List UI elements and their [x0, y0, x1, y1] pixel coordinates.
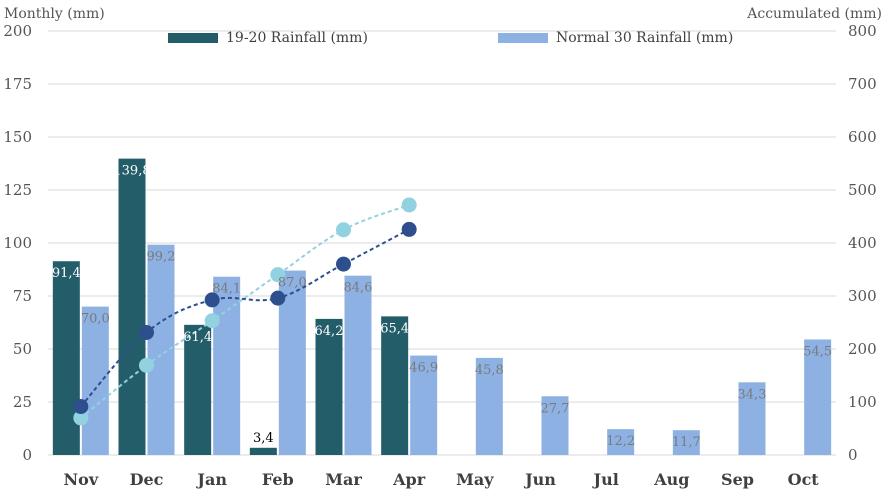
data-label-normal: 45,8 [475, 363, 504, 378]
y-tick-label: 0 [22, 446, 32, 464]
y2-tick-label: 400 [848, 234, 877, 252]
bar-normal-nov [81, 306, 109, 455]
accumulated-normal-point [139, 357, 154, 373]
y2-tick-label: 100 [848, 393, 877, 411]
data-label-normal: 46,9 [409, 361, 438, 376]
data-label-actual: 139,8 [113, 164, 150, 179]
data-label-actual: 61,4 [183, 330, 212, 345]
x-tick-label: Aug [653, 470, 689, 489]
y2-tick-label: 300 [848, 287, 877, 305]
accumulated-normal-point [204, 313, 220, 329]
legend-item-normal-rainfall: Normal 30 Rainfall (mm) [498, 30, 733, 46]
accumulated-actual-point [204, 292, 220, 308]
x-tick-label: Feb [262, 470, 294, 489]
bar-actual-feb [249, 447, 277, 455]
bar-normal-oct [804, 339, 832, 455]
bar-normal-jul [607, 429, 635, 455]
data-label-actual: 65,4 [380, 321, 409, 336]
y2-tick-label: 500 [848, 181, 877, 199]
y-tick-label: 150 [3, 128, 32, 146]
legend-swatch-normal [498, 33, 548, 43]
bar-actual-apr [381, 316, 409, 455]
y-tick-label: 75 [13, 287, 32, 305]
bar-normal-jun [541, 396, 569, 455]
accumulated-normal-point [270, 267, 286, 283]
x-tick-label: Jul [592, 470, 619, 489]
accumulated-actual-point [73, 399, 89, 415]
accumulated-normal-point [73, 410, 89, 426]
left-axis-title: Monthly (mm) [4, 6, 105, 22]
x-tick-label: Oct [788, 470, 820, 489]
y2-tick-label: 200 [848, 340, 877, 358]
x-tick-label: Jun [523, 470, 556, 489]
y2-tick-label: 0 [848, 446, 858, 464]
bar-normal-dec [147, 244, 175, 455]
x-tick-label: Mar [325, 470, 362, 489]
data-label-normal: 34,3 [738, 387, 767, 402]
legend-label-normal: Normal 30 Rainfall (mm) [556, 30, 734, 46]
legend-label-actual: 19-20 Rainfall (mm) [226, 30, 368, 46]
data-label-actual: 64,2 [315, 324, 344, 339]
data-label-actual: 3,4 [253, 431, 274, 446]
y-tick-label: 25 [13, 393, 32, 411]
bar-normal-mar [344, 275, 372, 455]
x-tick-label: Dec [130, 470, 164, 489]
x-tick-label: Jan [195, 470, 227, 489]
y-tick-label: 175 [3, 75, 32, 93]
data-label-normal: 27,7 [541, 401, 570, 416]
x-tick-label: Nov [64, 470, 99, 489]
accumulated-actual-point [270, 290, 286, 306]
accumulated-normal-point [401, 197, 417, 213]
data-label-normal: 70,0 [81, 312, 110, 327]
y-tick-label: 50 [13, 340, 32, 358]
x-tick-label: Sep [721, 470, 754, 489]
data-label-normal: 84,1 [212, 282, 241, 297]
bar-normal-jan [213, 276, 241, 455]
right-axis-title: Accumulated (mm) [747, 6, 882, 22]
data-label-normal: 99,2 [147, 250, 176, 265]
y2-tick-label: 800 [848, 22, 877, 40]
legend-swatch-actual [168, 33, 218, 43]
bar-normal-apr [410, 355, 438, 455]
bar-normal-may [475, 357, 503, 455]
bar-actual-mar [315, 318, 343, 455]
bar-actual-dec [118, 158, 146, 455]
data-label-actual: 91,4 [52, 266, 81, 281]
x-tick-label: Apr [392, 470, 426, 489]
data-label-normal: 54,5 [803, 344, 832, 359]
data-label-normal: 87,0 [278, 276, 307, 291]
bar-actual-nov [52, 261, 80, 455]
data-label-normal: 12,2 [606, 434, 635, 449]
y-tick-label: 200 [3, 22, 32, 40]
accumulated-actual-point [139, 324, 154, 340]
bar-normal-sep [738, 382, 766, 455]
bar-normal-aug [672, 430, 700, 455]
accumulated-actual-point [401, 221, 417, 237]
x-tick-label: May [456, 470, 494, 489]
y2-tick-label: 700 [848, 75, 877, 93]
bar-actual-jan [184, 324, 212, 455]
accumulated-actual-point [336, 256, 351, 272]
data-label-normal: 84,6 [344, 281, 373, 296]
y2-tick-label: 600 [848, 128, 877, 146]
data-label-normal: 11,7 [672, 435, 701, 450]
y-tick-label: 125 [3, 181, 32, 199]
accumulated-normal-point [336, 222, 351, 238]
legend-item-actual-rainfall: 19-20 Rainfall (mm) [168, 30, 368, 46]
y-tick-label: 100 [3, 234, 32, 252]
